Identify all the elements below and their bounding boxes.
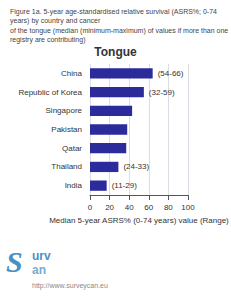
svg-text:S: S: [6, 245, 23, 278]
svg-text:years) by country and cancer: years) by country and cancer: [10, 17, 101, 25]
svg-text:100: 100: [181, 203, 195, 212]
svg-text:registry are contributing): registry are contributing): [10, 36, 85, 44]
svg-text:0: 0: [88, 203, 93, 212]
svg-text:India: India: [65, 181, 83, 190]
svg-text:China: China: [61, 69, 82, 78]
svg-text:(24-33): (24-33): [123, 162, 149, 171]
svg-text:http://www.surveycan.eu: http://www.surveycan.eu: [32, 282, 108, 290]
svg-text:Tongue: Tongue: [94, 45, 137, 59]
svg-text:Median 5-year ASRS% (0-74 year: Median 5-year ASRS% (0-74 years) value (…: [49, 216, 229, 225]
svg-text:Qatar: Qatar: [62, 144, 82, 153]
svg-text:80: 80: [164, 203, 173, 212]
svg-text:20: 20: [105, 203, 114, 212]
svg-text:Figure 1a. 5-year age-standard: Figure 1a. 5-year age-standardised relat…: [10, 8, 219, 16]
svg-text:urv: urv: [32, 249, 51, 263]
svg-text:(32-59): (32-59): [149, 88, 175, 97]
svg-text:(54-66): (54-66): [158, 69, 184, 78]
svg-text:of the tongue (median (minimum: of the tongue (median (minimum-maximum) …: [10, 27, 230, 35]
svg-text:40: 40: [125, 203, 134, 212]
svg-text:60: 60: [144, 203, 153, 212]
svg-text:Republic of Korea: Republic of Korea: [18, 88, 82, 97]
svg-text:Singapore: Singapore: [46, 106, 83, 115]
svg-text:Thailand: Thailand: [51, 162, 82, 171]
svg-text:Pakistan: Pakistan: [51, 125, 82, 134]
svg-text:an: an: [32, 263, 46, 277]
svg-text:(11-29): (11-29): [112, 181, 138, 190]
